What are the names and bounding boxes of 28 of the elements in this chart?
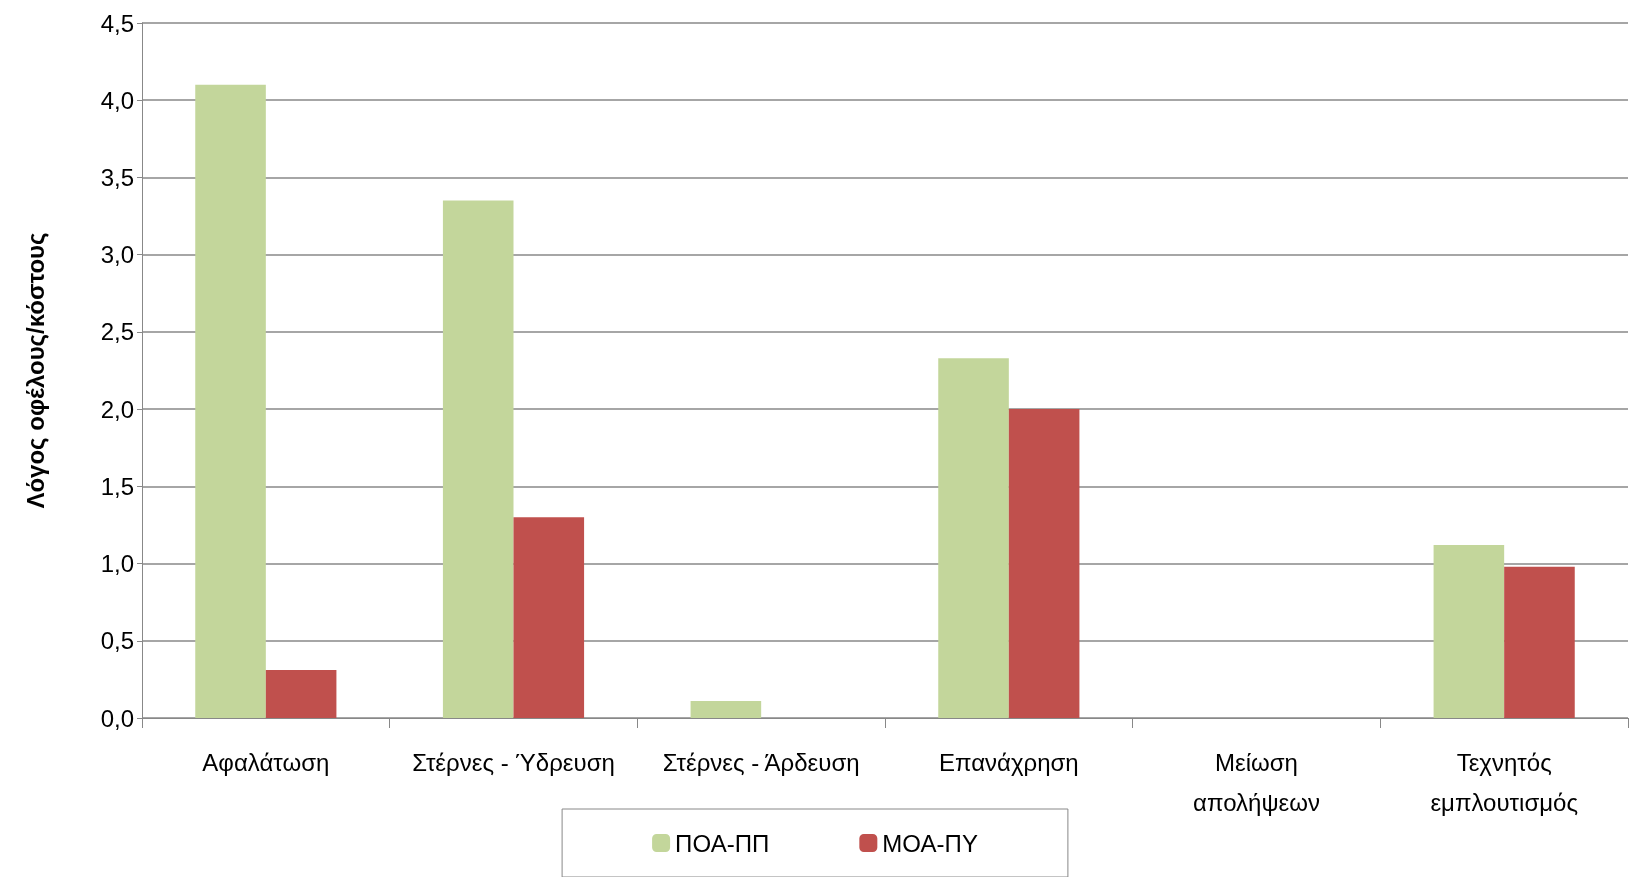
y-tick-label: 4,0 [100,86,134,114]
bar [195,84,266,718]
y-tick-label: 1,5 [100,472,134,500]
bar [1433,545,1505,718]
bar [1008,409,1080,718]
x-tick-label: Αφαλάτωση [202,748,330,776]
bar [265,670,337,718]
y-axis-title: Λόγος οφέλους/κόστους [21,232,49,509]
legend-label: ΠΟΑ-ΠΠ [675,829,770,857]
legend-label: ΜΟΑ-ΠΥ [882,829,978,857]
bar [938,358,1009,718]
y-tick-label: 1,0 [100,550,134,578]
y-tick-label: 3,0 [100,241,134,269]
bar [1504,566,1575,718]
y-tick-label: 0,0 [100,704,134,732]
bar [513,517,585,718]
x-tick-label: Τεχνητός εμπλουτισμός [1430,748,1578,816]
x-tick-label: Μείωση απολήψεων [1193,748,1320,816]
y-tick-label: 2,0 [100,395,134,423]
x-tick-label: Στέρνες - Ύδρευση [412,748,615,776]
y-tick-label: 2,5 [100,318,134,346]
y-tick-label: 0,5 [100,627,134,655]
y-tick-label: 3,5 [100,163,134,191]
y-tick-label: 4,5 [100,9,134,37]
bar [690,701,762,718]
x-tick-label: Επανάχρηση [938,748,1079,776]
bar [442,200,514,718]
x-tick-label: Στέρνες - Άρδευση [662,748,860,776]
